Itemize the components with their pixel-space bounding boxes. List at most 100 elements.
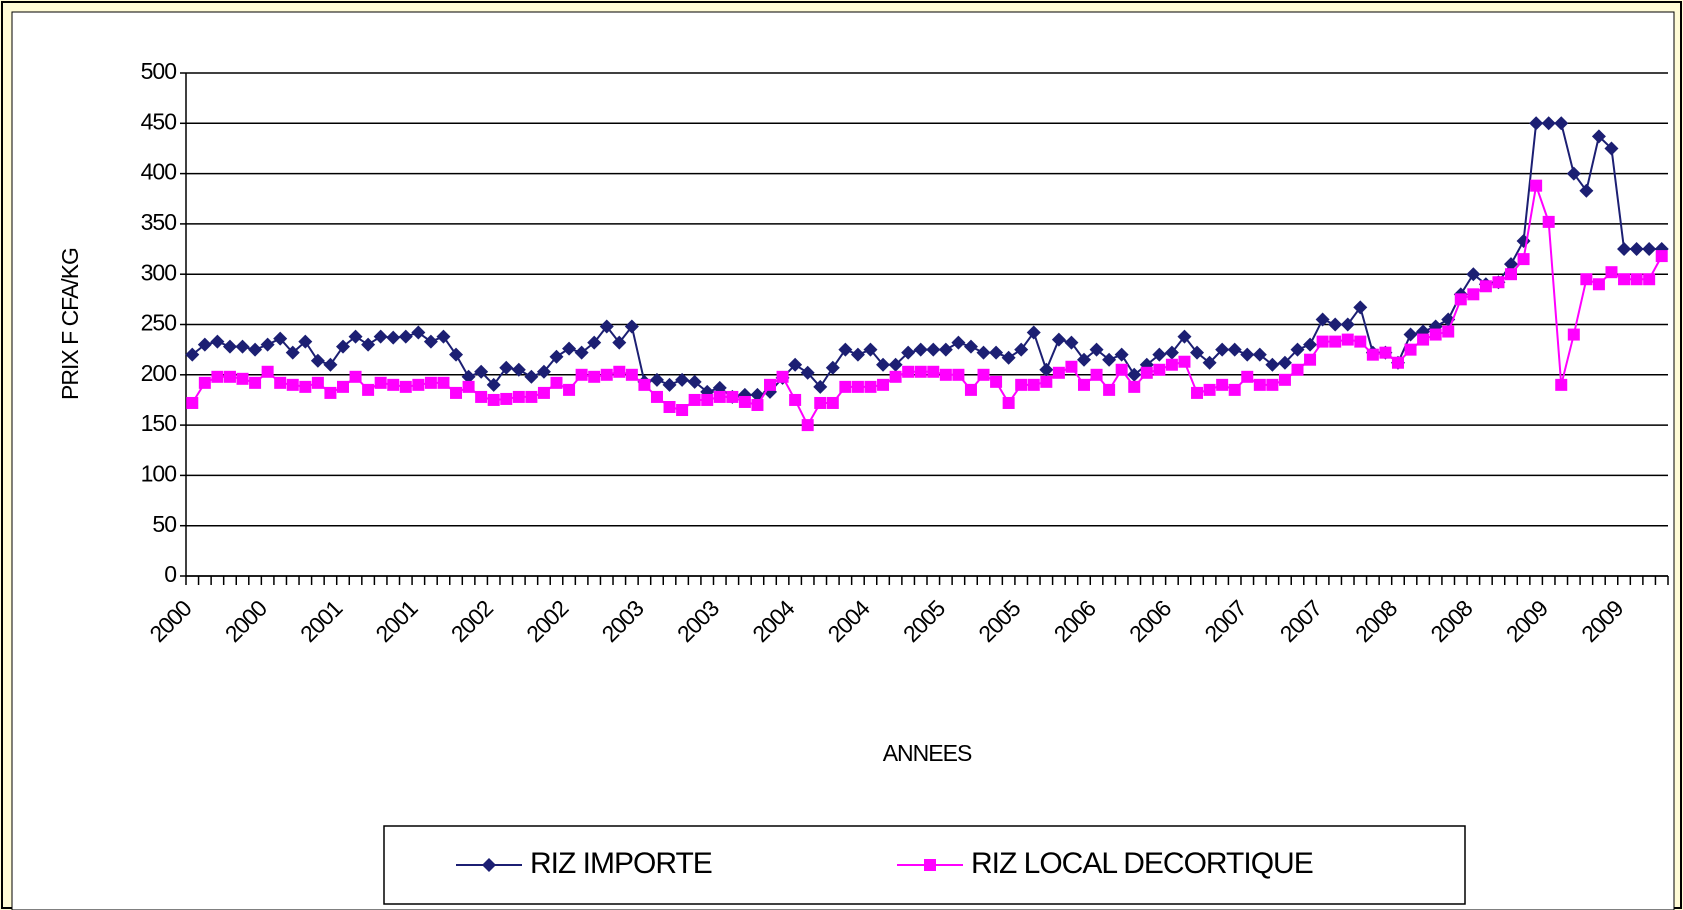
data-point: [1366, 348, 1379, 361]
data-point: [1002, 396, 1015, 409]
data-point: [1630, 273, 1643, 286]
data-point: [299, 380, 312, 393]
data-point: [537, 386, 550, 399]
data-point: [1566, 166, 1581, 181]
data-point: [475, 390, 488, 403]
data-point: [776, 370, 789, 383]
data-point: [701, 393, 714, 406]
data-point: [1429, 328, 1442, 341]
data-point: [1304, 353, 1317, 366]
data-point: [1504, 257, 1519, 272]
data-point: [588, 370, 601, 383]
data-point: [1266, 378, 1279, 391]
data-point: [713, 390, 726, 403]
data-point: [398, 329, 413, 344]
data-point: [1643, 273, 1656, 286]
data-point: [1191, 386, 1204, 399]
data-point: [939, 368, 952, 381]
y-tick-label: 100: [141, 460, 177, 486]
data-point: [1051, 332, 1066, 347]
data-point: [1617, 242, 1632, 257]
data-point: [274, 376, 287, 389]
data-point: [638, 378, 651, 391]
data-point: [487, 393, 500, 406]
y-axis-label: PRIX F CFA/KG: [57, 248, 83, 400]
y-tick-label: 450: [141, 108, 177, 134]
data-point: [185, 347, 200, 362]
data-point: [549, 349, 564, 364]
data-point: [1277, 355, 1292, 370]
data-point: [1241, 370, 1254, 383]
y-tick-label: 150: [141, 410, 177, 436]
data-point: [449, 347, 464, 362]
y-tick-label: 400: [141, 159, 177, 185]
data-point: [613, 365, 626, 378]
data-point: [1303, 337, 1318, 352]
data-point: [813, 379, 828, 394]
data-point: [324, 386, 337, 399]
data-point: [260, 337, 275, 352]
data-point: [764, 378, 777, 391]
data-point: [688, 393, 701, 406]
data-point: [563, 383, 576, 396]
data-point: [1114, 347, 1129, 362]
data-point: [1165, 358, 1178, 371]
data-point: [789, 393, 802, 406]
data-point: [1215, 342, 1230, 357]
data-point: [1454, 293, 1467, 306]
data-point: [963, 339, 978, 354]
data-point: [1014, 342, 1029, 357]
data-point: [1103, 383, 1116, 396]
data-point: [851, 380, 864, 393]
data-point: [1102, 352, 1117, 367]
data-point: [1591, 129, 1606, 144]
data-point: [1164, 345, 1179, 360]
data-point: [1190, 345, 1205, 360]
data-point: [964, 383, 977, 396]
legend-label: RIZ LOCAL DECORTIQUE: [971, 847, 1313, 880]
data-point: [1592, 278, 1605, 291]
data-point: [926, 342, 941, 357]
data-point: [1089, 342, 1104, 357]
data-point: [1492, 276, 1505, 289]
y-tick-label: 0: [164, 561, 176, 587]
data-point: [450, 386, 463, 399]
data-point: [624, 319, 639, 334]
data-point: [687, 374, 702, 389]
y-tick-label: 50: [152, 511, 176, 537]
data-point: [1328, 317, 1343, 332]
data-point: [1252, 347, 1267, 362]
data-point: [374, 376, 387, 389]
data-point: [1015, 378, 1028, 391]
data-point: [927, 365, 940, 378]
data-point: [1417, 333, 1430, 346]
data-point: [235, 339, 250, 354]
data-point: [222, 339, 237, 354]
data-point: [512, 390, 525, 403]
data-point: [311, 376, 324, 389]
data-point: [599, 319, 614, 334]
data-point: [1291, 363, 1304, 376]
data-point: [989, 345, 1004, 360]
data-point: [1178, 355, 1191, 368]
data-point: [914, 365, 927, 378]
data-point: [1554, 116, 1569, 131]
data-point: [1065, 360, 1078, 373]
data-point: [1240, 347, 1255, 362]
chart-area: [11, 11, 1675, 910]
data-point: [524, 369, 539, 384]
data-point: [1340, 317, 1355, 332]
data-point: [676, 404, 689, 417]
data-point: [562, 341, 577, 356]
data-point: [1076, 352, 1091, 367]
data-point: [550, 376, 563, 389]
data-point: [197, 337, 212, 352]
data-point: [536, 364, 551, 379]
data-point: [399, 380, 412, 393]
data-point: [902, 365, 915, 378]
data-point: [1618, 273, 1631, 286]
data-point: [863, 342, 878, 357]
data-point: [1530, 179, 1543, 192]
data-point: [210, 334, 225, 349]
data-point: [877, 378, 890, 391]
